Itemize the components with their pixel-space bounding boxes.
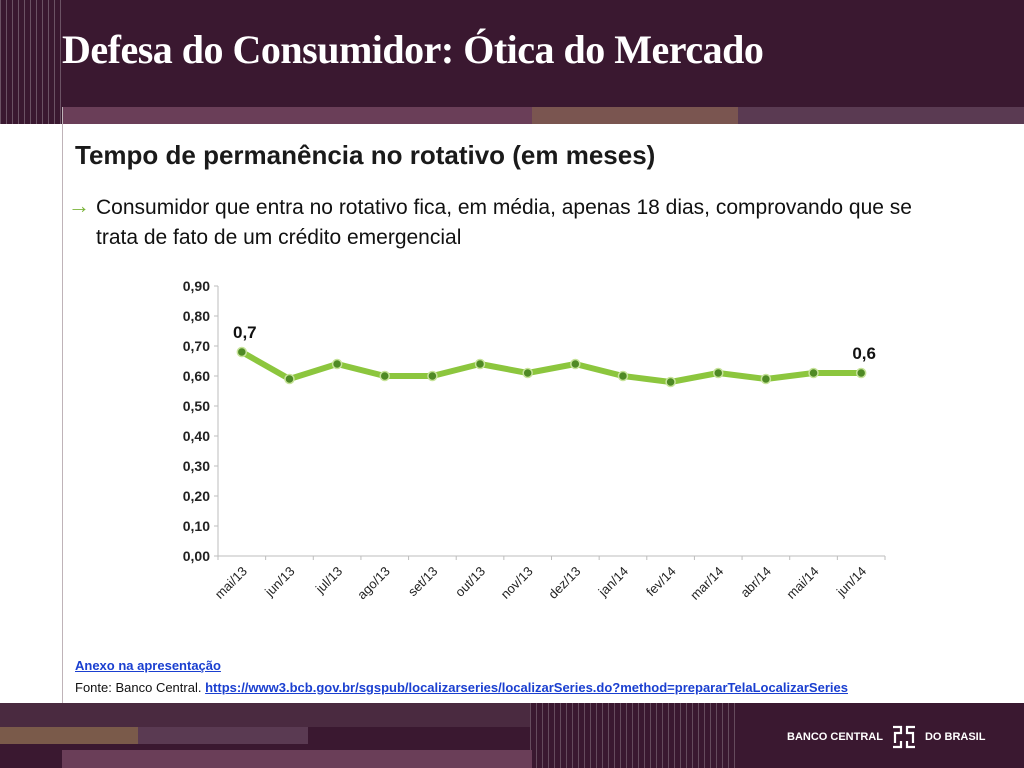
logo-mark-icon xyxy=(892,725,915,749)
series-line xyxy=(238,349,865,385)
data-point xyxy=(331,358,343,370)
y-tick-label: 0,40 xyxy=(183,428,210,444)
x-tick-label: jul/13 xyxy=(312,564,345,597)
data-point xyxy=(617,370,629,382)
y-tick-label: 0,10 xyxy=(183,518,210,534)
y-tick-label: 0,70 xyxy=(183,338,210,354)
data-point xyxy=(808,367,819,379)
data-point xyxy=(665,376,676,388)
data-point xyxy=(570,358,581,370)
x-tick-label: jan/14 xyxy=(595,564,631,600)
data-point xyxy=(522,367,533,379)
bank-logo: BANCO CENTRAL DO BRASIL xyxy=(787,722,985,752)
y-tick-label: 0,80 xyxy=(183,308,210,324)
x-tick-label: ago/13 xyxy=(354,564,393,603)
y-tick-label: 0,50 xyxy=(183,398,210,414)
logo-text-right: DO BRASIL xyxy=(924,731,986,743)
header-band-2 xyxy=(532,107,738,124)
footer-band-3 xyxy=(138,727,308,744)
left-rule xyxy=(62,107,63,744)
footer-band-2 xyxy=(0,727,138,744)
header-band-3 xyxy=(738,107,1024,124)
x-tick-label: jun/13 xyxy=(261,564,297,600)
x-tick-label: set/13 xyxy=(405,564,441,600)
footer-band-4 xyxy=(62,750,532,768)
bullet-text: Consumidor que entra no rotativo fica, e… xyxy=(96,196,912,249)
arrow-icon: → xyxy=(68,193,90,218)
data-point xyxy=(379,370,390,382)
source-label: Fonte: Banco Central. xyxy=(75,680,202,695)
x-tick-label: fev/14 xyxy=(643,564,679,600)
footer-stripes xyxy=(530,703,740,768)
data-point xyxy=(760,373,772,385)
annex-link[interactable]: Anexo na apresentação xyxy=(75,658,221,673)
x-tick-label: mai/14 xyxy=(783,564,821,602)
page-title: Defesa do Consumidor: Ótica do Mercado xyxy=(62,27,764,72)
source-url-link[interactable]: https://www3.bcb.gov.br/sgspub/localizar… xyxy=(205,680,848,695)
x-tick-label: nov/13 xyxy=(498,564,536,602)
data-point xyxy=(474,358,486,370)
x-tick-label: dez/13 xyxy=(545,564,583,602)
x-tick-label: mar/14 xyxy=(687,564,726,603)
y-tick-label: 0,20 xyxy=(183,488,210,504)
data-point xyxy=(284,373,295,385)
footer-band-1 xyxy=(0,703,530,727)
chart-heading: Tempo de permanência no rotativo (em mes… xyxy=(75,140,656,170)
header-bar xyxy=(0,0,1024,124)
logo-text-left: BANCO CENTRAL xyxy=(787,731,883,743)
x-tick-label: out/13 xyxy=(452,564,488,600)
data-point xyxy=(427,370,438,382)
header-stripes xyxy=(0,0,62,124)
x-tick-label: jun/14 xyxy=(833,564,869,600)
y-tick-label: 0,00 xyxy=(183,548,210,564)
x-tick-label: mai/13 xyxy=(212,564,250,602)
x-tick-label: abr/14 xyxy=(737,564,774,601)
data-point xyxy=(713,367,724,379)
data-point xyxy=(236,346,248,358)
data-label: 0,6 xyxy=(852,344,876,363)
source-line: Fonte: Banco Central. https://www3.bcb.g… xyxy=(75,680,848,695)
data-label: 0,7 xyxy=(233,323,257,342)
y-tick-label: 0,30 xyxy=(183,458,210,474)
y-tick-label: 0,90 xyxy=(183,278,210,294)
header-band-1 xyxy=(62,107,532,124)
y-tick-label: 0,60 xyxy=(183,368,210,384)
data-point xyxy=(855,367,867,379)
